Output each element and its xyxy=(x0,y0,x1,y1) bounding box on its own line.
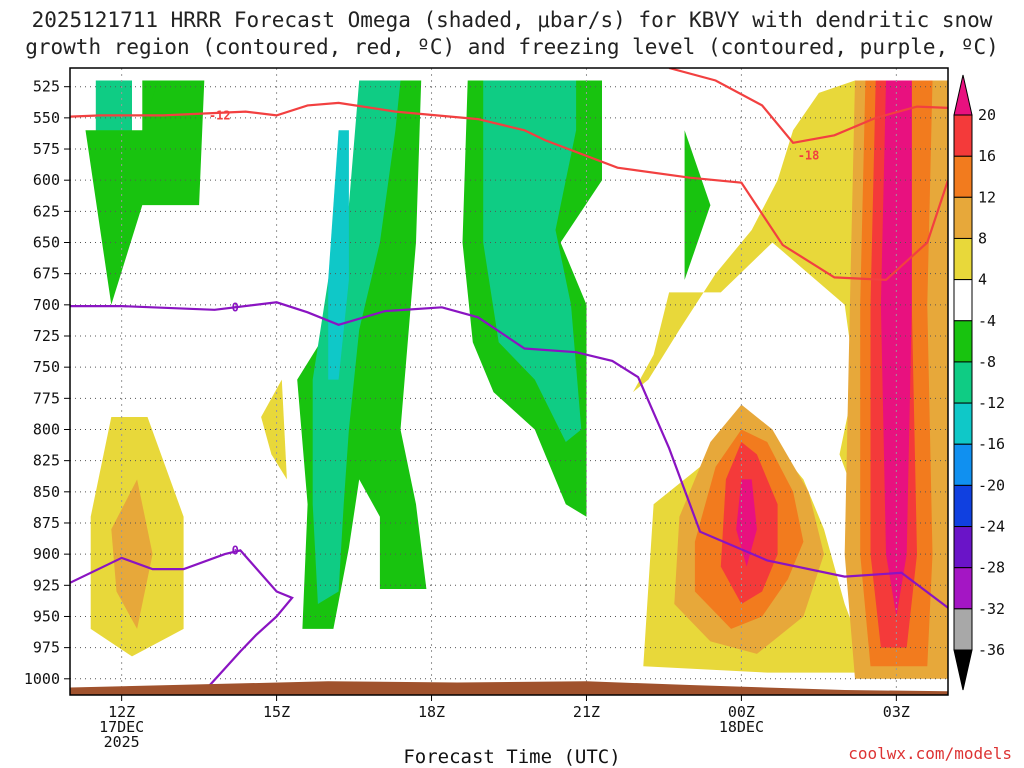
freezing-contour-line-0 xyxy=(70,301,948,609)
x-tick-label-24-1: 18DEC xyxy=(719,718,764,736)
y-tick-label-700: 700 xyxy=(33,296,60,314)
colorbar-label-0: 20 xyxy=(978,106,996,124)
colorbar-band-8 xyxy=(953,443,973,486)
freezing-contour-label-1: 0 xyxy=(232,543,239,557)
colorbar-band-5 xyxy=(953,320,973,363)
plot-area: -12 -18 0 0 xyxy=(70,68,948,695)
x-tick-label-12-0: 12Z xyxy=(108,703,135,721)
omega-shade-5 xyxy=(328,130,349,380)
colorbar-band-2 xyxy=(953,196,973,239)
colorbar-label-12: -32 xyxy=(978,600,1005,618)
y-tick-label-650: 650 xyxy=(33,234,60,252)
y-tick-label-750: 750 xyxy=(33,358,60,376)
x-tick-label-24-0: 00Z xyxy=(728,703,755,721)
colorbar-label-8: -16 xyxy=(978,435,1005,453)
omega-shade-8 xyxy=(684,130,711,280)
y-tick-label-600: 600 xyxy=(33,171,60,189)
colorbar-band-top xyxy=(953,114,973,157)
y-tick-label-925: 925 xyxy=(33,576,60,594)
colorbar-label-1: 16 xyxy=(978,147,996,165)
colorbar-label-10: -24 xyxy=(978,518,1005,536)
omega-shade-18 xyxy=(880,80,912,617)
y-tick-label-675: 675 xyxy=(33,265,60,283)
y-tick-label-900: 900 xyxy=(33,545,60,563)
colorbar-band-12 xyxy=(953,608,973,651)
y-tick-label-975: 975 xyxy=(33,639,60,657)
credit-text[interactable]: coolwx.com/models xyxy=(848,744,1012,763)
y-tick-label-550: 550 xyxy=(33,109,60,127)
dgz-contour-label-1: -18 xyxy=(798,148,820,162)
colorbar-band-9 xyxy=(953,484,973,528)
chart-title-line-1: 2025121711 HRRR Forecast Omega (shaded, … xyxy=(31,8,993,32)
chart-title-line-2: growth region (contoured, red, ºC) and f… xyxy=(25,35,999,59)
colorbar-label-3: 8 xyxy=(978,229,987,247)
colorbar-band-1 xyxy=(953,155,973,198)
colorbar-band-4 xyxy=(953,279,973,322)
dgz-contour-line-0 xyxy=(70,101,948,282)
colorbar-label-2: 12 xyxy=(978,188,996,206)
colorbar-label-11: -28 xyxy=(978,559,1005,577)
colorbar-band-7 xyxy=(953,402,973,445)
x-tick-label-21-0: 21Z xyxy=(573,703,600,721)
dgz-contour-line-1 xyxy=(668,68,948,144)
x-tick-label-15-0: 15Z xyxy=(263,703,290,721)
y-tick-label-1000: 1000 xyxy=(24,670,60,688)
omega-shade-2 xyxy=(85,80,205,305)
colorbar-band-10 xyxy=(953,526,973,569)
freezing-contour-label-0: 0 xyxy=(232,300,239,314)
colorbar-label-5: -4 xyxy=(978,312,996,330)
colorbar-label-7: -12 xyxy=(978,394,1005,412)
x-tick-label-12-1: 17DEC xyxy=(99,718,144,736)
omega-shade-21 xyxy=(261,379,287,480)
y-tick-label-800: 800 xyxy=(33,420,60,438)
y-tick-label-850: 850 xyxy=(33,483,60,501)
y-tick-label-775: 775 xyxy=(33,389,60,407)
colorbar-bottom-arrow xyxy=(953,649,973,691)
freezing-contour-line-1 xyxy=(70,549,294,693)
colorbar-label-13: -36 xyxy=(978,641,1005,659)
y-tick-label-950: 950 xyxy=(33,607,60,625)
plot-frame xyxy=(69,67,949,696)
colorbar-label-4: 4 xyxy=(978,271,987,289)
terrain-fill xyxy=(70,681,948,695)
x-tick-label-12-2: 2025 xyxy=(104,733,140,751)
x-tick-label-18-0: 18Z xyxy=(418,703,445,721)
y-tick-label-725: 725 xyxy=(33,327,60,345)
colorbar-band-3 xyxy=(953,237,973,281)
colorbar-band-11 xyxy=(953,567,973,610)
y-tick-label-525: 525 xyxy=(33,78,60,96)
x-tick-label-27-0: 03Z xyxy=(883,703,910,721)
y-tick-label-825: 825 xyxy=(33,452,60,470)
colorbar-label-6: -8 xyxy=(978,353,996,371)
y-tick-label-875: 875 xyxy=(33,514,60,532)
y-tick-label-625: 625 xyxy=(33,202,60,220)
dgz-contour-label-0: -12 xyxy=(209,108,231,122)
x-axis-label: Forecast Time (UTC) xyxy=(403,746,621,768)
colorbar-top-arrow xyxy=(953,74,973,116)
y-tick-label-575: 575 xyxy=(33,140,60,158)
colorbar-band-6 xyxy=(953,361,973,404)
colorbar-label-9: -20 xyxy=(978,476,1005,494)
omega-shade-4 xyxy=(307,80,401,604)
